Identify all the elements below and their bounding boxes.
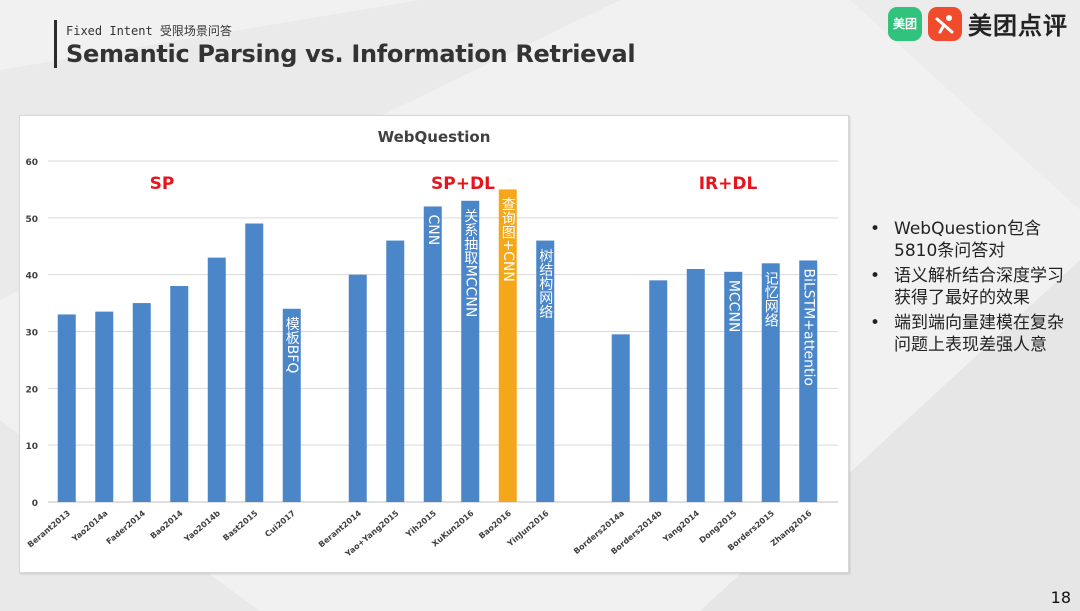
- x-tick-label: Bao2016: [477, 508, 513, 540]
- bar: [423, 206, 442, 502]
- bar-annotation: MCCNN: [725, 280, 741, 333]
- bar: [245, 223, 264, 502]
- x-tick-label: Yih2015: [404, 508, 439, 539]
- bar: [282, 308, 301, 502]
- y-tick-label: 50: [25, 215, 38, 225]
- group-label: IR+DL: [699, 174, 758, 194]
- group-label: SP: [150, 174, 175, 194]
- group-label: SP+DL: [431, 174, 495, 194]
- bar: [649, 280, 668, 502]
- bar-annotation: 树结构网络: [537, 249, 553, 319]
- x-tick-label: Berant2013: [26, 509, 72, 550]
- bullet-text: 端到端向量建模在复杂问题上表现差强人意: [894, 313, 1064, 355]
- bullet-dot: •: [870, 219, 881, 239]
- y-tick-label: 30: [25, 329, 38, 339]
- bar: [498, 189, 517, 502]
- slide-subtitle: Fixed Intent 受限场景问答: [66, 24, 232, 38]
- bar: [95, 311, 114, 502]
- y-tick-label: 40: [25, 272, 38, 282]
- bar: [761, 263, 780, 502]
- bar: [386, 240, 405, 503]
- bar: [686, 268, 705, 502]
- y-tick-label: 60: [25, 158, 38, 168]
- bar-annotation: 记忆网络: [763, 271, 779, 327]
- brand-name: 美团点评: [968, 12, 1068, 40]
- x-tick-label: Zhang2016: [769, 508, 814, 548]
- bar: [461, 200, 480, 502]
- bullet-dot: •: [870, 313, 881, 333]
- bar-chart: WebQuestion0102030405060Berant2013Yao201…: [25, 128, 838, 559]
- bar-chart-panel: WebQuestion 0 10 20 30 40 50 60 Berant2013 Yao201…: [19, 115, 849, 573]
- bar: [536, 240, 555, 503]
- x-tick-label: Yang2014: [661, 508, 702, 544]
- bar: [57, 314, 76, 502]
- y-tick-label: 20: [25, 385, 38, 395]
- bar: [170, 286, 189, 502]
- bar: [132, 303, 151, 502]
- bullet-item: • 端到端向量建模在复杂问题上表现差强人意: [866, 312, 1066, 356]
- bar: [799, 260, 818, 502]
- title-accent-bar: [54, 20, 57, 68]
- bullet-text: WebQuestion包含5810条问答对: [894, 219, 1042, 261]
- company-logo: 美团 美团点评: [888, 6, 1068, 41]
- meituan-logo-icon: 美团: [888, 6, 922, 41]
- bar: [724, 271, 743, 502]
- bar: [207, 257, 226, 502]
- dianping-logo-icon: [928, 6, 962, 41]
- y-tick-label: 0: [32, 499, 38, 509]
- bar: [611, 334, 630, 502]
- x-tick-label: Yao2014b: [182, 508, 222, 544]
- chart-title: WebQuestion: [378, 128, 491, 146]
- y-tick-label: 10: [25, 442, 38, 452]
- x-tick-label: Bao2014: [149, 508, 185, 540]
- x-tick-label: Yao2014a: [70, 509, 110, 545]
- page-number: 18: [1050, 588, 1071, 607]
- x-tick-label: Cui2017: [263, 509, 297, 539]
- bar-annotation: CNN: [425, 214, 441, 245]
- bullet-text: 语义解析结合深度学习获得了最好的效果: [894, 266, 1064, 308]
- bar: [348, 274, 367, 502]
- x-tick-label: Bast2015: [221, 508, 260, 542]
- bullet-item: • WebQuestion包含5810条问答对: [866, 218, 1066, 262]
- bar-annotation: 关系抽取MCCNN: [462, 209, 478, 318]
- bar-annotation: BiLSTM+attentio: [800, 268, 816, 386]
- bullet-list: • WebQuestion包含5810条问答对 • 语义解析结合深度学习获得了最好的…: [866, 218, 1066, 359]
- bar-annotation: 模板BFQ: [284, 317, 300, 374]
- bullet-item: • 语义解析结合深度学习获得了最好的效果: [866, 265, 1066, 309]
- bullet-dot: •: [870, 266, 881, 286]
- bar-annotation: 查询图+CNN: [500, 197, 516, 281]
- x-tick-label: Fader2014: [105, 508, 148, 546]
- slide-title: Semantic Parsing vs. Information Retriev…: [66, 40, 636, 68]
